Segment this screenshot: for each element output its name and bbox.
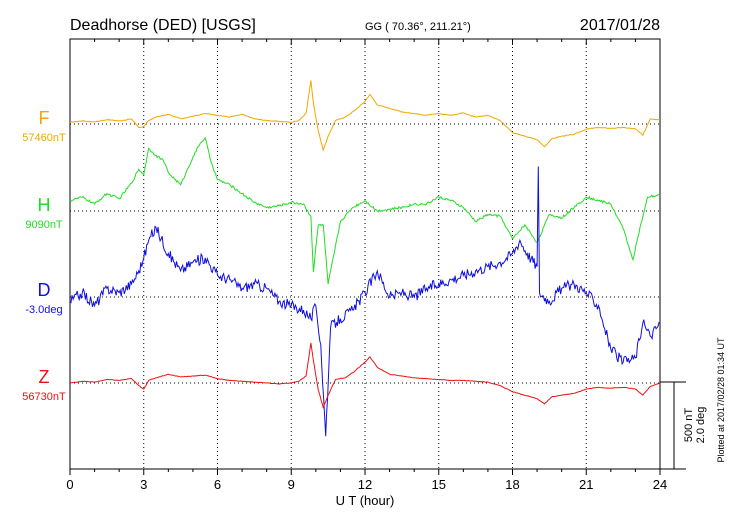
trace-h — [69, 136, 661, 285]
trace-d — [69, 166, 661, 437]
scale-bar-value: 500 nT — [683, 408, 695, 443]
station-title: Deadhorse (DED) [USGS] — [70, 17, 256, 34]
trace-f — [69, 80, 660, 152]
x-tick-label-3: 9 — [288, 477, 295, 492]
series-baselines — [70, 123, 660, 384]
scale-bar-deg: 2.0 deg — [695, 407, 707, 444]
x-tick-label-7: 21 — [579, 477, 593, 492]
x-tick-label-8: 24 — [653, 477, 667, 492]
x-axis-label: U T (hour) — [336, 493, 395, 508]
x-tick-label-2: 6 — [214, 477, 221, 492]
station-coords: GG ( 70.36°, 211.21°) — [365, 21, 471, 33]
series-baseline-z: 56730nT — [22, 391, 66, 403]
series-traces — [69, 80, 661, 437]
series-baseline-h: 9090nT — [25, 219, 63, 231]
scale-bar: 500 nT 2.0 deg — [660, 381, 707, 470]
series-name-f: F — [39, 108, 50, 128]
series-name-h: H — [38, 195, 51, 215]
x-tick-label-4: 12 — [358, 477, 372, 492]
x-tick-label-5: 15 — [432, 477, 446, 492]
grid-lines — [143, 39, 587, 469]
series-name-d: D — [38, 280, 51, 300]
x-axis: 0 3 6 9 12 15 18 21 24 — [66, 39, 667, 492]
trace-z — [69, 342, 661, 409]
chart-date: 2017/01/28 — [580, 17, 660, 34]
x-tick-label-0: 0 — [66, 477, 73, 492]
x-tick-label-1: 3 — [140, 477, 147, 492]
series-name-z: Z — [39, 367, 50, 387]
x-tick-label-6: 18 — [505, 477, 519, 492]
series-labels: F 57460nT H 9090nT D -3.0deg Z 56730nT — [22, 108, 66, 403]
series-baseline-f: 57460nT — [22, 132, 66, 144]
plotted-note: Plotted at 2017/02/28 01:34 UT — [716, 337, 726, 463]
series-baseline-d: -3.0deg — [25, 304, 62, 316]
